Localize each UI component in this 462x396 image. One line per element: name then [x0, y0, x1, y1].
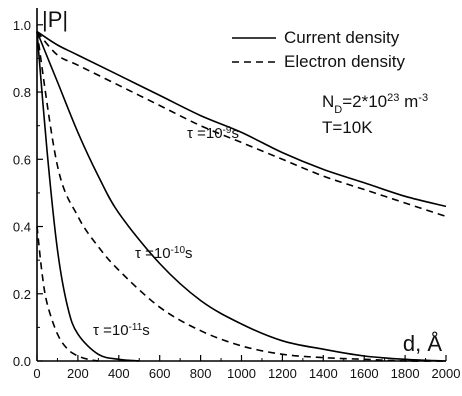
x-tick-label: 1400 — [309, 366, 338, 381]
series-line-solid-tau-1e-11 — [36, 31, 140, 362]
x-tick-label: 0 — [33, 366, 40, 381]
legend-label: Current density — [284, 28, 400, 47]
series-line-dashed-tau-1e-11 — [36, 226, 99, 362]
y-tick-label: 0.2 — [13, 287, 31, 302]
annotation-doping: ND=2*1023 m-3 — [322, 92, 428, 116]
x-axis-label: d, Å — [403, 331, 442, 356]
x-tick-label: 1800 — [391, 366, 420, 381]
series-line-solid-tau-1e-10 — [36, 31, 447, 362]
x-tick-label: 800 — [190, 366, 212, 381]
series-line-solid-tau-1e-9 — [36, 30, 447, 208]
y-tick-label: 1.0 — [13, 18, 31, 33]
series-line-dashed-tau-1e-10 — [36, 31, 447, 362]
series-line-dashed-tau-1e-9 — [36, 30, 447, 218]
x-tick-label: 1200 — [268, 366, 297, 381]
y-tick-label: 0.4 — [13, 220, 31, 235]
text-layer: 0 200 400 600 800 1000 1200 1400 1600 1800 2000 0.0… — [13, 7, 461, 381]
legend: Current density Electron density — [232, 28, 405, 71]
x-tick-label: 1000 — [227, 366, 256, 381]
legend-label: Electron density — [284, 52, 405, 71]
y-tick-label: 0.8 — [13, 85, 31, 100]
annotation-tau-1e-11: τ =10-11s — [93, 322, 150, 340]
x-tick-label: 600 — [149, 366, 171, 381]
series-layer — [36, 30, 447, 362]
x-tick-label: 2000 — [432, 366, 461, 381]
annotation-tau-1e-10: τ =10-10s — [135, 245, 193, 263]
annotation-tau-1e-9: τ =10-9s — [187, 125, 239, 143]
y-tick-label: 0.6 — [13, 152, 31, 167]
x-tick-label: 400 — [108, 366, 130, 381]
annotation-temperature: T=10K — [322, 118, 373, 137]
x-tick-label: 1600 — [350, 366, 379, 381]
y-tick-label: 0.0 — [13, 354, 31, 369]
y-axis-label: |P| — [42, 7, 68, 32]
x-tick-label: 200 — [67, 366, 89, 381]
plot-area — [36, 8, 447, 362]
